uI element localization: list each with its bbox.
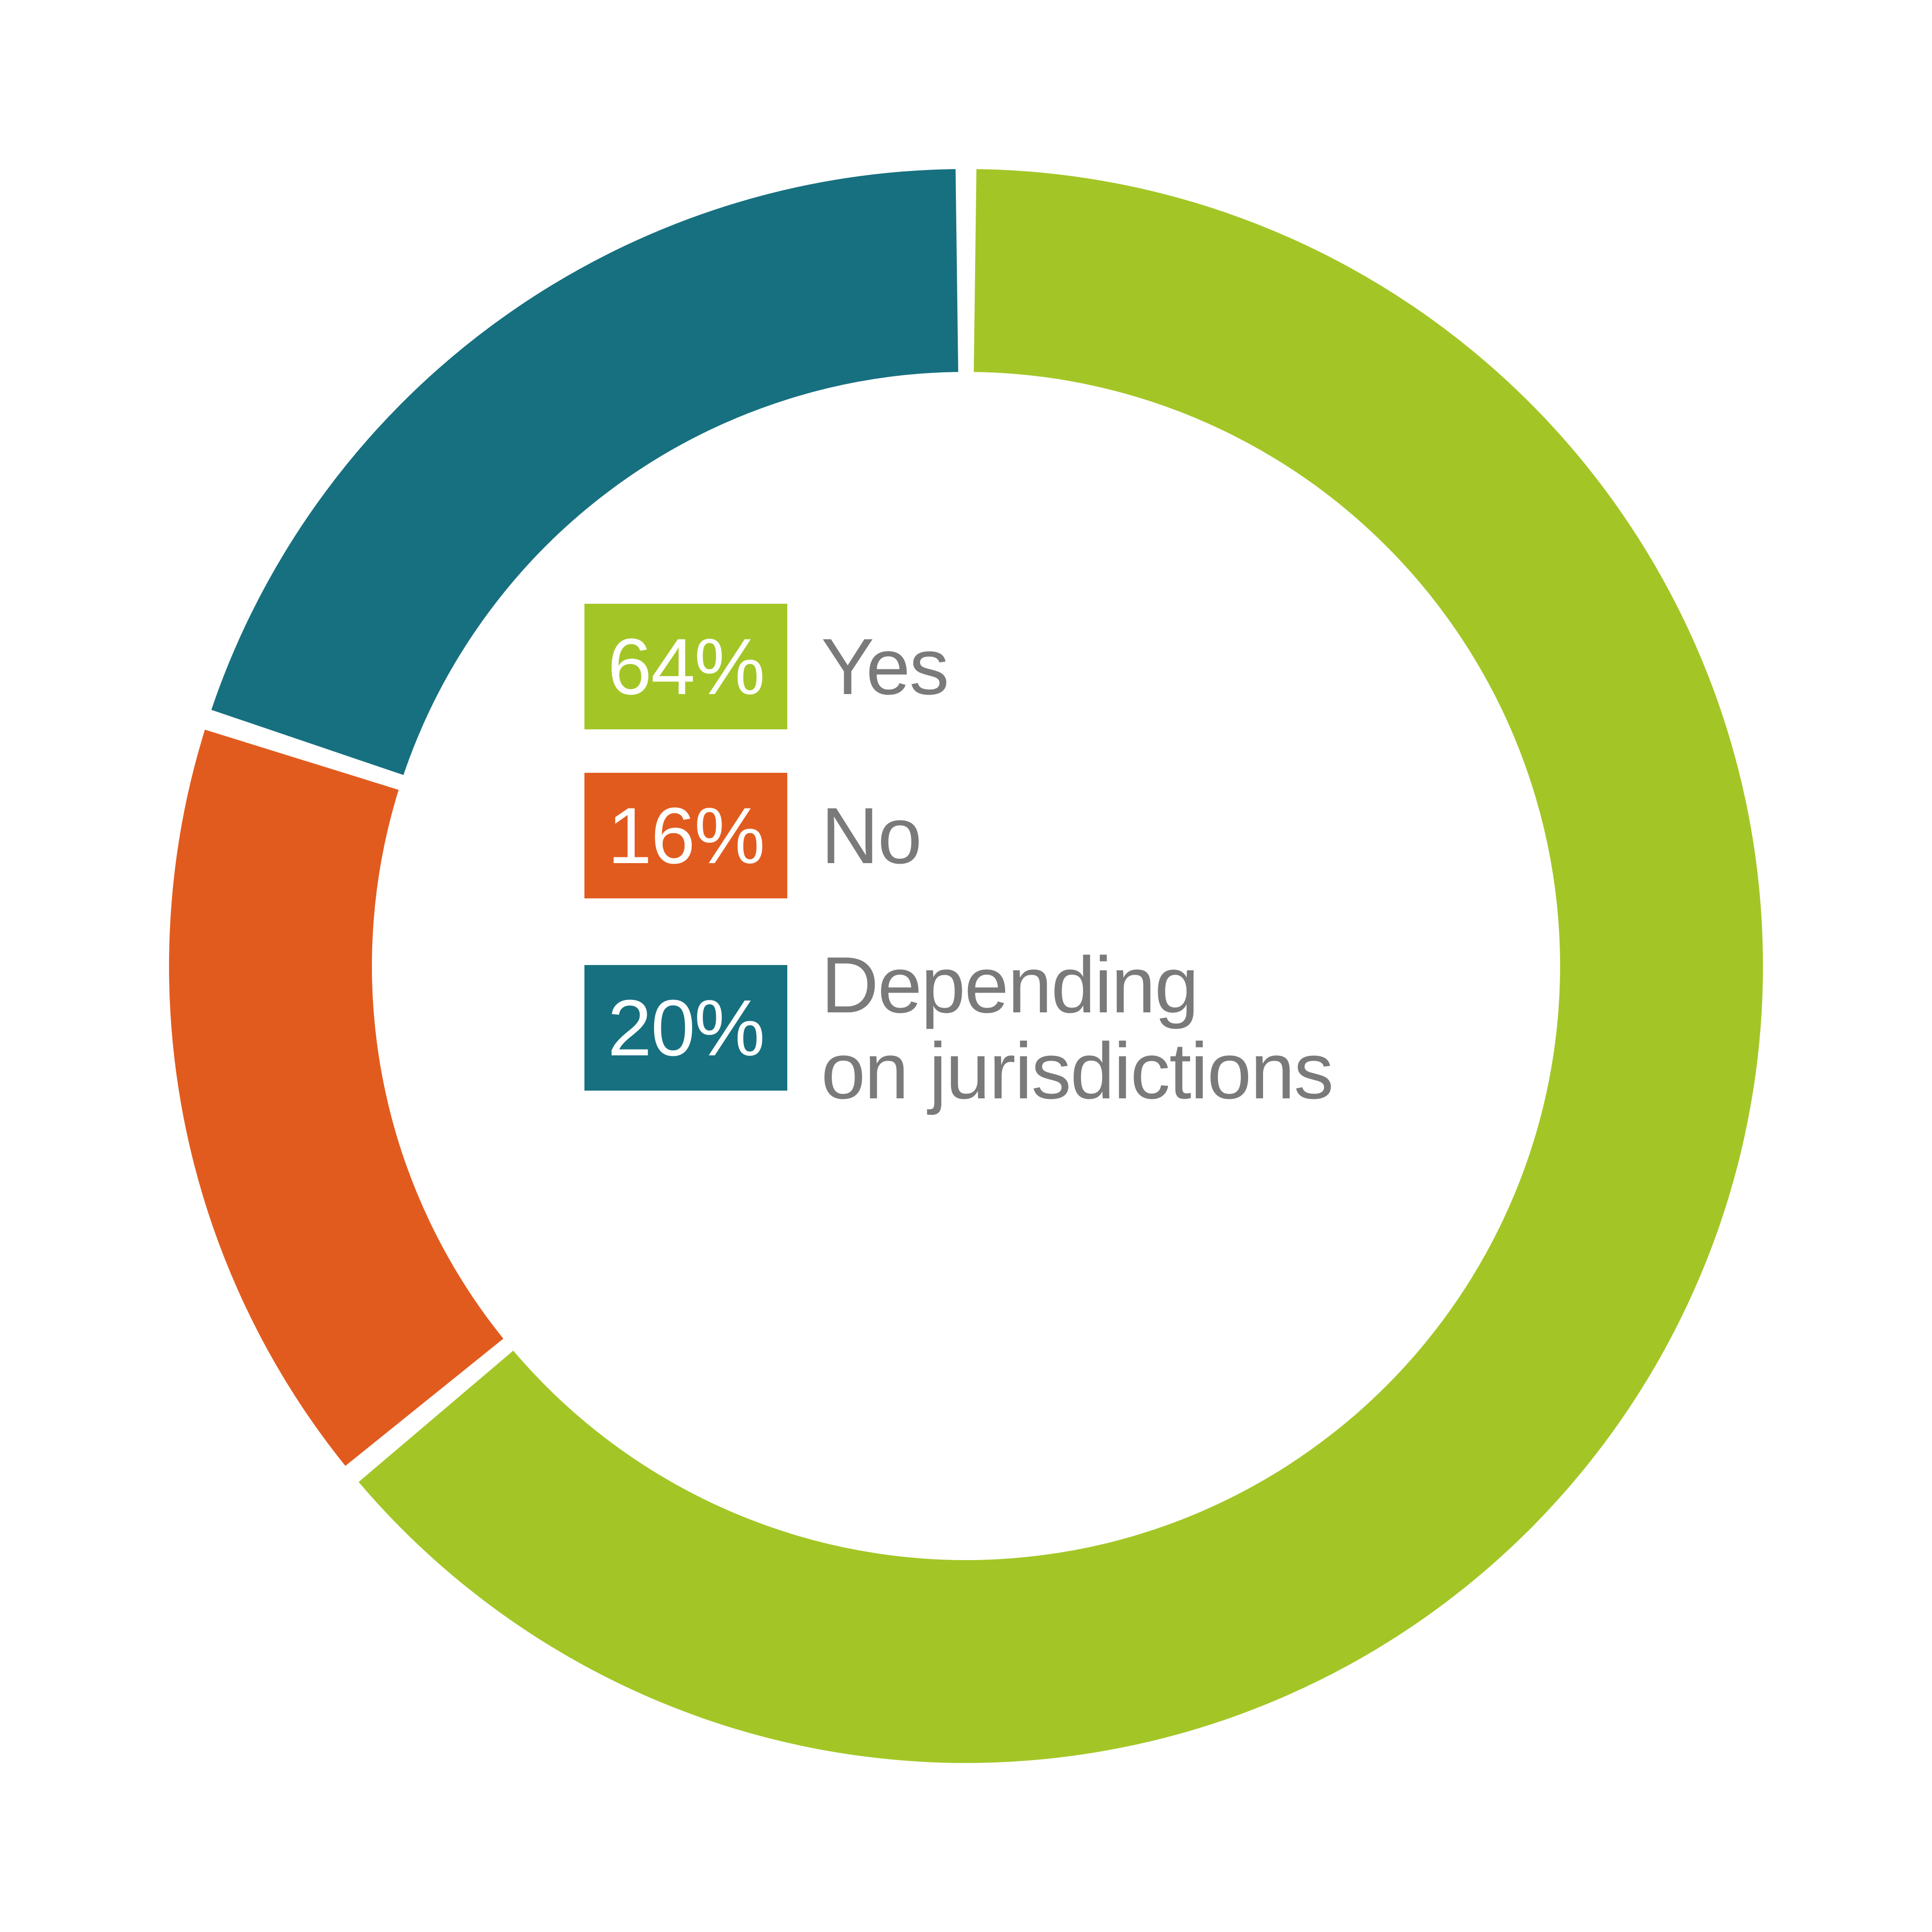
donut-chart-container: 64% Yes 16% No 20% Dependingon jurisdictions bbox=[0, 0, 1932, 1932]
legend-percent-box: 20% bbox=[584, 965, 787, 1091]
donut-gap bbox=[425, 1402, 436, 1416]
legend-label: No bbox=[821, 793, 921, 879]
legend-label: Yes bbox=[821, 624, 948, 710]
legend-label: Dependingon jurisdictions bbox=[821, 942, 1333, 1114]
legend-percent-box: 16% bbox=[584, 773, 787, 898]
legend-row: 20% Dependingon jurisdictions bbox=[584, 942, 1454, 1114]
legend-row: 16% No bbox=[584, 773, 1454, 898]
legend-percent-box: 64% bbox=[584, 604, 787, 729]
donut-gap bbox=[302, 742, 308, 760]
legend-row: 64% Yes bbox=[584, 604, 1454, 729]
donut-slice bbox=[270, 751, 430, 1409]
legend: 64% Yes 16% No 20% Dependingon jurisdictions bbox=[584, 604, 1454, 1157]
